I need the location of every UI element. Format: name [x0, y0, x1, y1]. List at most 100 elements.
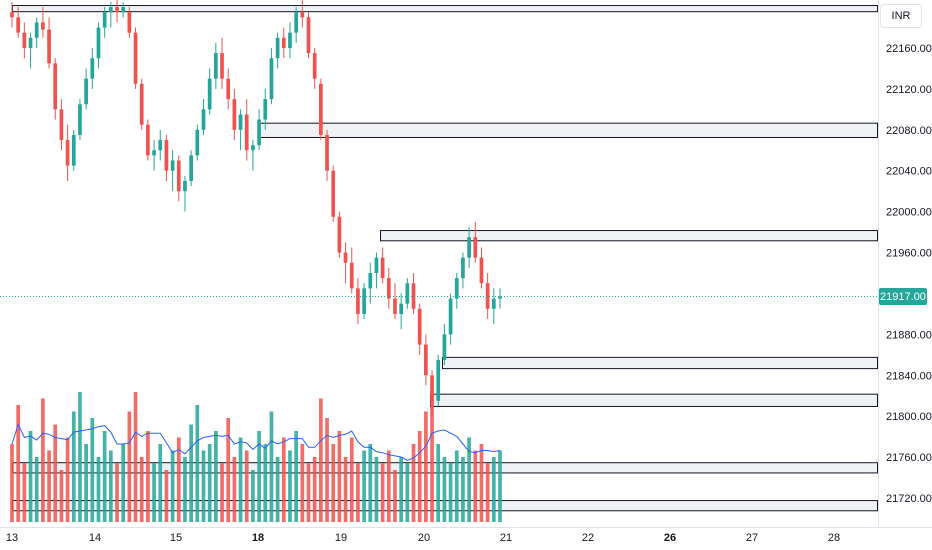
volume-bar [213, 431, 218, 522]
candle-body [78, 104, 82, 135]
candle-body [430, 375, 434, 401]
volume-bar [53, 424, 58, 522]
candle-body [393, 298, 397, 314]
volume-bar [386, 450, 391, 522]
volume-bar [257, 431, 261, 522]
candle-body [139, 83, 144, 125]
volume-bar [424, 411, 428, 522]
volume-bar [337, 431, 342, 522]
volume-bar [176, 437, 181, 522]
candle-body [232, 99, 237, 130]
last-price-tag: 21917.00 [879, 288, 927, 306]
candle-body [417, 308, 422, 345]
candle-body [16, 17, 21, 33]
candle-body [152, 150, 156, 156]
candle-body [362, 288, 366, 314]
date-tick-label: 26 [664, 532, 676, 544]
price-tick-label: 22120.00 [886, 84, 932, 96]
volume-bar [115, 463, 119, 522]
volume-bar [189, 424, 193, 522]
volume-bar [343, 457, 348, 522]
candle-body [467, 237, 471, 258]
volume-bar [102, 431, 107, 522]
candle-body [263, 99, 268, 120]
candle-body [374, 257, 379, 273]
volume-bar [220, 463, 224, 522]
volume-bar [34, 457, 39, 522]
candle-body [189, 155, 193, 181]
candle-body [405, 283, 410, 304]
currency-label[interactable]: INR [880, 4, 922, 28]
candle-body [53, 63, 58, 110]
volume-bar [65, 437, 70, 522]
volume-bar [448, 463, 453, 522]
volume-bar [461, 457, 465, 522]
candle-body [257, 119, 261, 146]
candle-body [343, 252, 348, 263]
candle-body [269, 58, 274, 100]
candle-body [71, 134, 76, 166]
volume-bar [325, 418, 329, 522]
candle-body [454, 278, 459, 299]
volume-bar [59, 470, 64, 522]
date-tick-label: 21 [500, 532, 512, 544]
candle-body [195, 129, 200, 156]
volume-bar [78, 392, 82, 522]
candle-body [41, 22, 45, 30]
candle-body [498, 296, 502, 299]
zone-rect [12, 5, 878, 13]
candle-body [473, 237, 478, 258]
volume-bar [374, 457, 379, 522]
candle-body [349, 262, 354, 289]
price-tick-label: 22040.00 [886, 166, 932, 178]
candle-body [238, 114, 243, 130]
volume-bar [41, 398, 45, 522]
candle-body [102, 12, 107, 28]
volume-bar [319, 398, 323, 522]
candle-body [47, 29, 51, 64]
volume-bar [207, 444, 212, 522]
candle-body [183, 180, 187, 192]
date-tick-label: 15 [170, 532, 182, 544]
volume-bar [269, 411, 274, 522]
candle-body [448, 298, 453, 335]
candle-body [22, 32, 27, 48]
volume-bar [164, 470, 169, 522]
volume-bar [170, 450, 175, 522]
candle-body [399, 303, 404, 314]
volume-bar [152, 463, 156, 522]
volume-bar [430, 392, 434, 522]
candle-body [201, 109, 206, 130]
volume-bar [312, 457, 317, 522]
volume-bar [108, 450, 113, 522]
candle-body [164, 140, 169, 171]
price-tick-label: 21840.00 [886, 370, 932, 382]
candle-body [251, 145, 255, 151]
volume-bar [201, 450, 206, 522]
price-tick-label: 22000.00 [886, 207, 932, 219]
volume-bar [183, 457, 187, 522]
volume-bar [281, 437, 286, 522]
price-tick-label: 21800.00 [886, 411, 932, 423]
price-tick-label: 22160.00 [886, 43, 932, 55]
volume-bar [84, 444, 88, 522]
price-tick-label: 21880.00 [886, 329, 932, 341]
candle-body [96, 27, 101, 59]
time-axis[interactable]: 13 14 15 18 19 20 21 22 26 27 28 [6, 532, 840, 544]
volume-bar [380, 463, 385, 522]
candle-body [479, 257, 484, 284]
candle-body [127, 12, 132, 33]
volume-bar [10, 444, 14, 522]
candle-body [84, 78, 88, 105]
candle-body [386, 278, 391, 299]
candle-body [176, 160, 181, 192]
candle-body [170, 160, 175, 171]
price-axis[interactable]: 22160.00 22120.00 22080.00 22040.00 22000.00… [886, 43, 932, 505]
price-tick-label: 22080.00 [886, 125, 932, 137]
volume-bar [436, 444, 441, 522]
candle-body [337, 216, 342, 253]
volume-bar [454, 450, 459, 522]
volume-bar [417, 431, 422, 522]
volume-bar [244, 450, 249, 522]
